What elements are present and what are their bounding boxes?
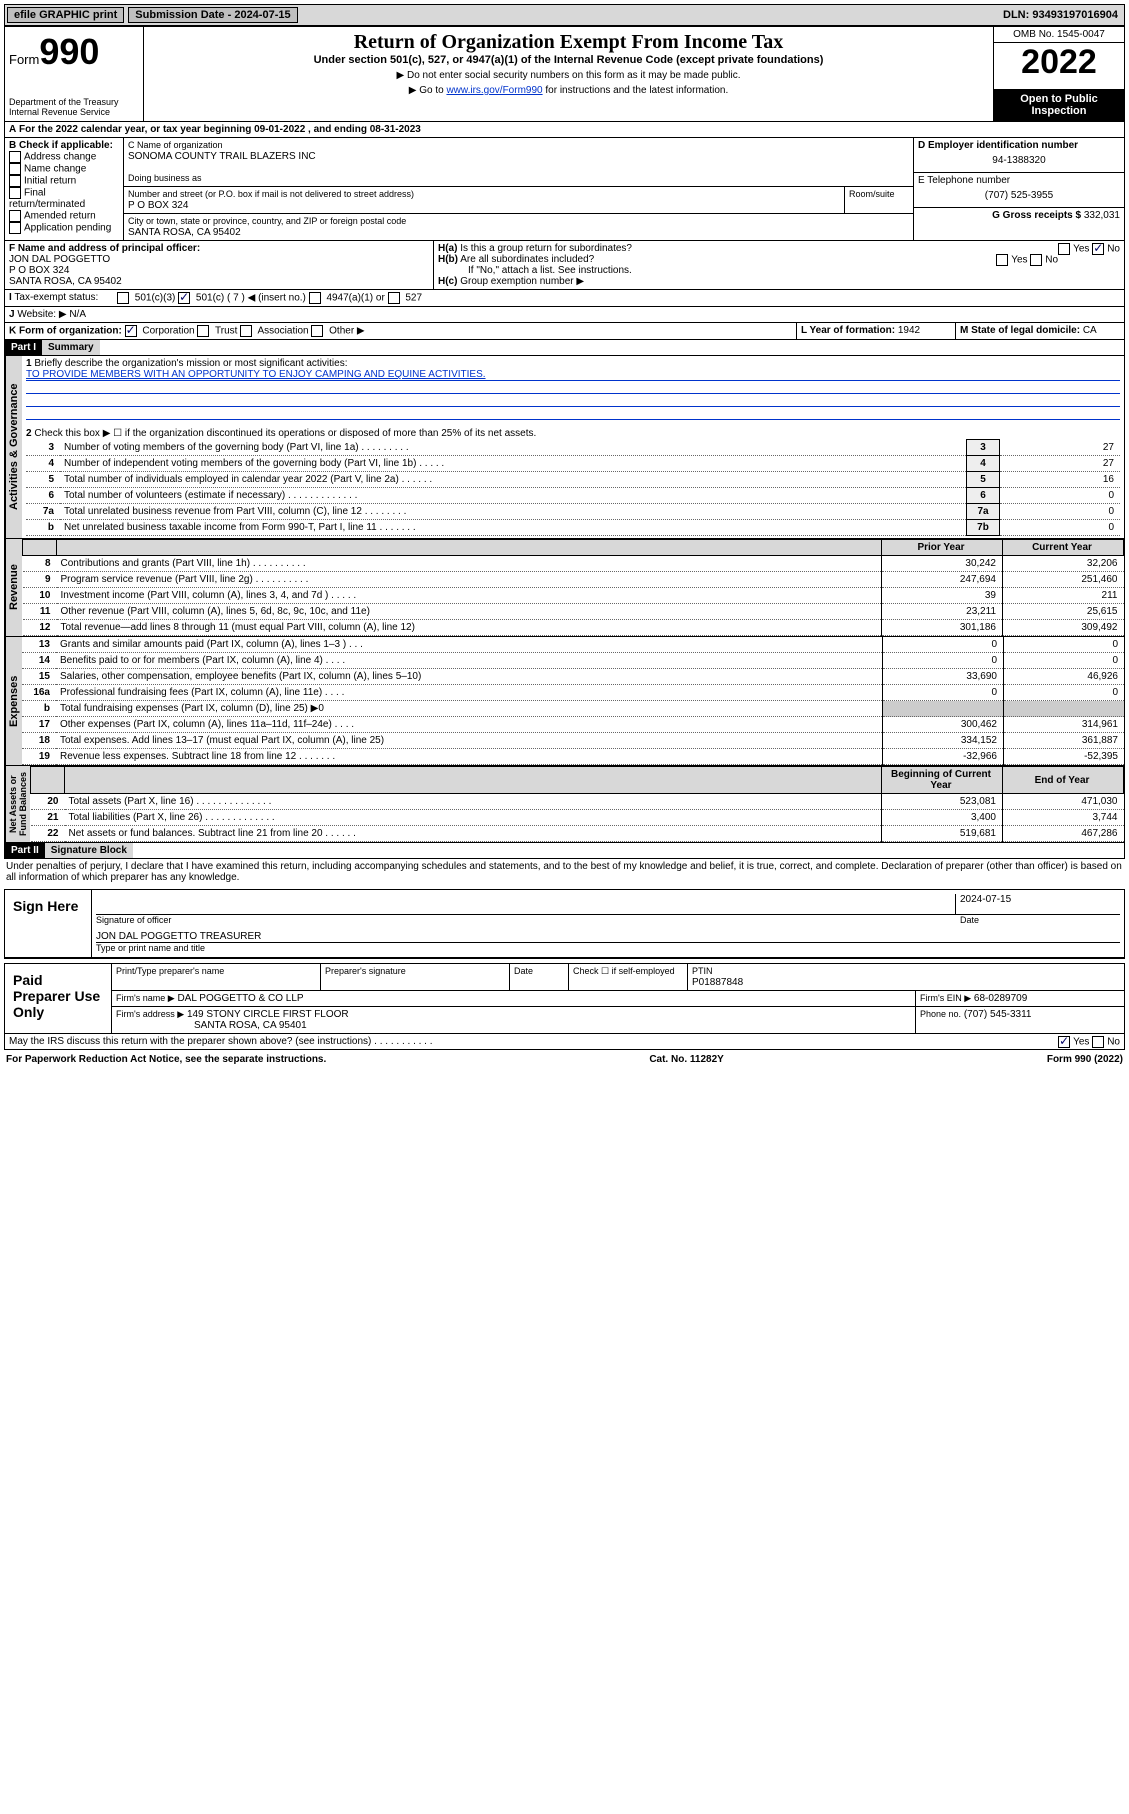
section-c: C Name of organizationSONOMA COUNTY TRAI… — [123, 138, 913, 240]
section-b: B Check if applicable: Address change Na… — [5, 138, 123, 240]
part1-title: Summary — [42, 340, 100, 355]
section-j: J Website: ▶ N/A — [4, 307, 1125, 323]
irs-label: Internal Revenue Service — [9, 107, 139, 117]
paid-preparer: Paid Preparer Use Only Print/Type prepar… — [4, 963, 1125, 1034]
part1-header: Part I — [5, 340, 42, 355]
page-footer: For Paperwork Reduction Act Notice, see … — [4, 1050, 1125, 1069]
omb: OMB No. 1545-0047 — [994, 27, 1124, 43]
open-to-public: Open to Public Inspection — [994, 89, 1124, 121]
header-sub: Under section 501(c), 527, or 4947(a)(1)… — [148, 54, 989, 66]
form990-link[interactable]: www.irs.gov/Form990 — [446, 85, 542, 96]
form-header: Form990 Department of the Treasury Inter… — [4, 26, 1125, 122]
mission: TO PROVIDE MEMBERS WITH AN OPPORTUNITY T… — [26, 369, 1120, 381]
tax-year: 2022 — [994, 43, 1124, 89]
sign-here: Sign Here 2024-07-15 Signature of office… — [4, 889, 1125, 959]
revenue-section: Revenue Prior YearCurrent Year 8Contribu… — [4, 539, 1125, 637]
section-i: I Tax-exempt status: 501(c)(3) 501(c) ( … — [4, 290, 1125, 307]
line-a: A For the 2022 calendar year, or tax yea… — [5, 122, 425, 137]
form-title: Return of Organization Exempt From Incom… — [148, 31, 989, 54]
declare: Under penalties of perjury, I declare th… — [4, 859, 1125, 885]
part2-header: Part II — [5, 843, 45, 858]
part2-title: Signature Block — [45, 843, 133, 858]
efile-btn[interactable]: efile GRAPHIC print — [7, 7, 124, 23]
section-klm: K Form of organization: Corporation Trus… — [4, 323, 1125, 340]
gov-table: 3Number of voting members of the governi… — [26, 439, 1120, 536]
header-note1: ▶ Do not enter social security numbers o… — [148, 70, 989, 81]
form-number: Form990 — [9, 31, 139, 73]
activities-governance: Activities & Governance 1 Briefly descri… — [4, 356, 1125, 539]
section-deg: D Employer identification number94-13883… — [913, 138, 1124, 240]
netassets-section: Net Assets orFund Balances Beginning of … — [4, 766, 1125, 843]
discuss-line: May the IRS discuss this return with the… — [4, 1034, 1125, 1050]
dept-label: Department of the Treasury — [9, 97, 139, 107]
section-h: H(a) Is this a group return for subordin… — [433, 241, 1124, 289]
section-f: F Name and address of principal officer:… — [5, 241, 433, 289]
header-note2: ▶ Go to www.irs.gov/Form990 for instruct… — [148, 85, 989, 96]
expenses-section: Expenses 13Grants and similar amounts pa… — [4, 637, 1125, 766]
topbar: efile GRAPHIC print Submission Date - 20… — [4, 4, 1125, 26]
dln: DLN: 93493197016904 — [1003, 9, 1124, 21]
subdate-btn: Submission Date - 2024-07-15 — [128, 7, 297, 23]
